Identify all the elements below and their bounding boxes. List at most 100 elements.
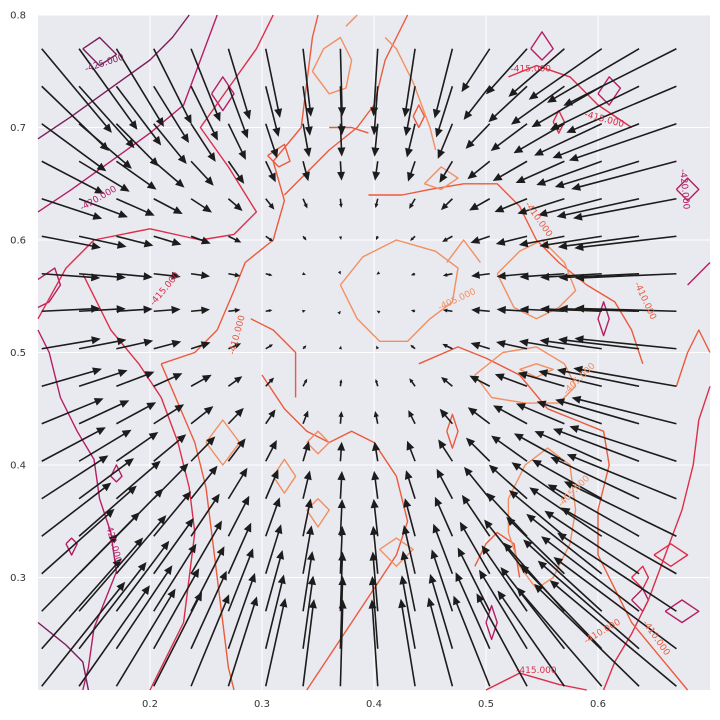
arrow-shaft [511, 48, 565, 95]
arrow-shaft [573, 122, 677, 160]
arrow-shaft [116, 235, 149, 246]
arrow-head [200, 236, 211, 245]
arrow-head [337, 310, 341, 315]
arrow-shaft [538, 123, 603, 155]
arrow-head [302, 309, 306, 313]
arrow-head [337, 441, 346, 451]
arrow-shaft [578, 197, 677, 219]
arrow-shaft [339, 604, 344, 687]
arrow-head [459, 521, 468, 532]
arrow-shaft [41, 307, 95, 313]
arrow-head [469, 375, 480, 384]
arrow-head [302, 441, 311, 451]
arrow-head [151, 460, 161, 470]
arrow-shaft [541, 402, 602, 425]
arrow-head [143, 272, 153, 281]
arrow-shaft [520, 160, 565, 182]
arrow-head [557, 241, 568, 250]
arrow-head [461, 82, 470, 93]
arrow-head [337, 270, 341, 275]
arrow-head [236, 438, 246, 448]
arrow-head [306, 525, 314, 535]
arrow-head [556, 210, 567, 219]
arrow-head [500, 567, 510, 577]
arrow-head [508, 88, 518, 97]
arrow-head [534, 431, 545, 439]
arrow-shaft [404, 48, 416, 112]
arrow-head [246, 548, 254, 559]
contour-line [82, 36, 118, 67]
contour-line [311, 36, 353, 95]
arrow-head [119, 183, 130, 192]
arrow-shaft [499, 375, 528, 387]
arrow-shaft [41, 399, 99, 425]
arrow-head [471, 306, 480, 315]
arrow-head [494, 373, 505, 382]
contour-line [485, 672, 587, 691]
arrow-shaft [571, 455, 677, 500]
arrow-shaft [519, 590, 603, 687]
arrow-shaft [227, 527, 250, 575]
arrow-shaft [512, 492, 565, 537]
arrow-head [374, 203, 379, 209]
arrow-head [137, 562, 147, 572]
arrow-shaft [302, 604, 315, 687]
contour-line [329, 126, 369, 134]
arrow-shaft [153, 547, 195, 612]
arrow-head [465, 437, 476, 447]
arrow-head [376, 236, 379, 241]
arrow-shaft [190, 524, 221, 575]
arrow-head [171, 339, 182, 348]
arrow-shaft [115, 85, 159, 142]
arrow-head [201, 374, 212, 383]
arrow-head [239, 467, 248, 478]
arrow-shaft [153, 494, 189, 537]
arrow-head [516, 587, 526, 597]
arrow-shaft [302, 503, 311, 537]
arrow-shaft [522, 197, 565, 213]
arrow-head [574, 243, 584, 251]
axis-ticks: 0.2 0.3 0.4 0.5 0.6 0.3 0.4 0.5 0.6 0.7 0.8 [10, 11, 606, 711]
arrow-head [157, 515, 167, 525]
arrow-head [432, 108, 441, 119]
arrow-shaft [302, 48, 312, 112]
contour-line [82, 273, 196, 691]
arrow-shaft [544, 340, 602, 350]
arrow-head [516, 403, 526, 411]
arrow-head [338, 576, 347, 586]
arrow-shaft [481, 573, 528, 650]
arrow-head [116, 240, 127, 249]
arrow-head [555, 398, 565, 406]
arrow-head [439, 173, 448, 183]
arrow-head [547, 484, 558, 493]
arrow-shaft [153, 85, 187, 139]
arrow-shaft [578, 368, 677, 388]
arrow-head [307, 575, 316, 586]
arrow-head [558, 273, 568, 282]
arrow-shaft [41, 561, 119, 650]
arrow-head [370, 525, 379, 536]
vector-arrows [41, 48, 677, 687]
arrow-head [338, 236, 342, 240]
arrow-head [234, 272, 241, 278]
contour-line [37, 329, 118, 691]
arrow-shaft [429, 602, 454, 687]
arrow-head [484, 519, 493, 530]
arrow-head [303, 410, 309, 418]
arrow-head [200, 271, 210, 279]
arrow-shaft [190, 439, 213, 462]
arrow-head [219, 570, 227, 581]
contour-line [687, 262, 711, 286]
arrow-head [234, 308, 241, 313]
arrow-head [540, 272, 550, 281]
arrow-head [442, 237, 448, 242]
arrow-head [208, 465, 218, 476]
arrow-head [519, 272, 529, 281]
contour-label: -415.000 [516, 666, 557, 676]
arrow-head [536, 178, 547, 186]
arrow-shaft [541, 160, 603, 184]
arrow-head [191, 568, 200, 578]
arrow-head [241, 495, 250, 506]
arrow-shaft [499, 594, 566, 687]
